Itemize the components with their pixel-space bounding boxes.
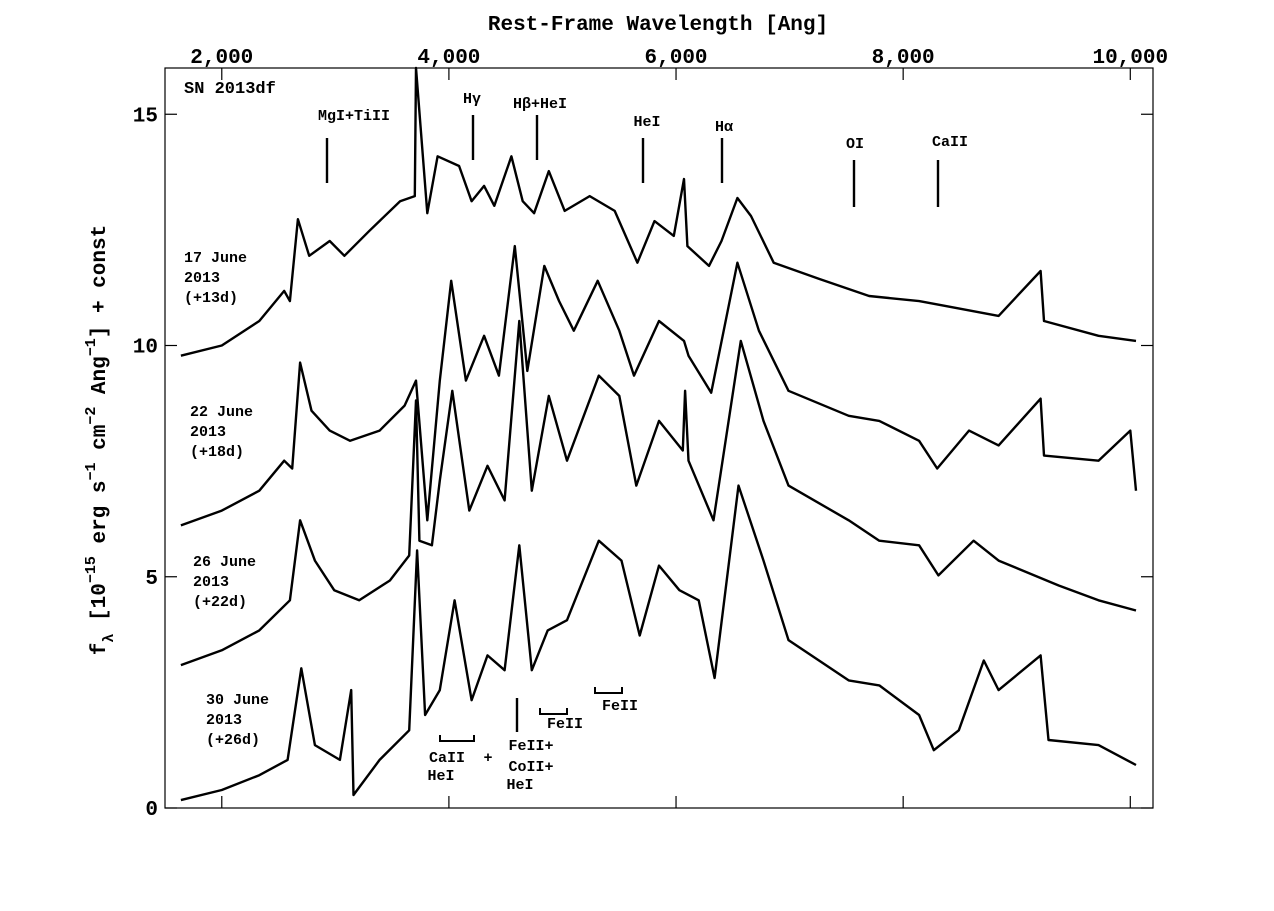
spectrum-line — [180, 66, 1137, 357]
line-id-label: OI — [846, 136, 864, 153]
x-tick-label: 8,000 — [872, 47, 935, 70]
line-id-label: FeII+ — [508, 738, 553, 755]
legend-label: 30 June 2013 (+26d) — [206, 692, 270, 749]
line-id-label: + — [483, 750, 492, 767]
y-label-script: −15 — [83, 556, 100, 583]
y-label-text: ] + const — [89, 225, 112, 338]
chart-title: Rest-Frame Wavelength [Ang] — [488, 14, 828, 37]
y-label-text: Ang — [89, 356, 112, 406]
line-id-label: Hβ+HeI — [513, 96, 567, 113]
legend-label: 17 June 2013 (+13d) — [184, 250, 248, 307]
legend-label: 22 June 2013 (+18d) — [190, 404, 254, 461]
y-label-text: f — [89, 643, 112, 656]
y-axis-label: fλ [10−15 erg s−1 cm−2 Ang−1] + const — [83, 225, 118, 655]
line-id-label: HeI — [506, 777, 533, 794]
spectrum-line — [180, 319, 1137, 667]
line-id-bracket — [594, 687, 623, 694]
y-tick-label: 5 — [145, 568, 158, 591]
line-id-label: MgI+TiII — [318, 108, 390, 125]
line-id-label: CaII — [429, 750, 465, 767]
y-tick-label: 0 — [145, 799, 158, 822]
y-label-text: cm — [89, 425, 112, 463]
line-id-label: HeI — [633, 114, 660, 131]
line-id-label: CaII — [932, 134, 968, 151]
y-label-script: −1 — [83, 462, 100, 480]
line-id-label: Hγ — [463, 91, 481, 108]
line-id-label: FeII — [547, 716, 583, 733]
spectrum-line — [180, 484, 1137, 802]
y-tick-label: 15 — [133, 105, 158, 128]
object-label: SN 2013df — [184, 80, 276, 99]
x-tick-label: 4,000 — [417, 47, 480, 70]
x-tick-label: 6,000 — [645, 47, 708, 70]
y-label-script: λ — [101, 634, 118, 643]
y-tick-label: 10 — [133, 337, 158, 360]
line-id-label: Hα — [715, 119, 733, 136]
plot-frame — [164, 67, 1154, 809]
y-label-text: [10 — [89, 583, 112, 633]
y-label-script: −2 — [83, 407, 100, 425]
line-id-label: CoII+ — [508, 759, 553, 776]
y-label-script: −1 — [83, 338, 100, 356]
line-id-bracket — [539, 708, 568, 715]
spectrum-line — [180, 244, 1138, 527]
line-id-label: FeII — [602, 698, 638, 715]
y-label-text: erg s — [89, 481, 112, 557]
x-tick-label: 10,000 — [1092, 47, 1168, 70]
legend-label: 26 June 2013 (+22d) — [193, 554, 257, 611]
x-tick-label: 2,000 — [190, 47, 253, 70]
line-id-label: HeI — [427, 768, 454, 785]
line-id-bracket — [439, 735, 475, 742]
